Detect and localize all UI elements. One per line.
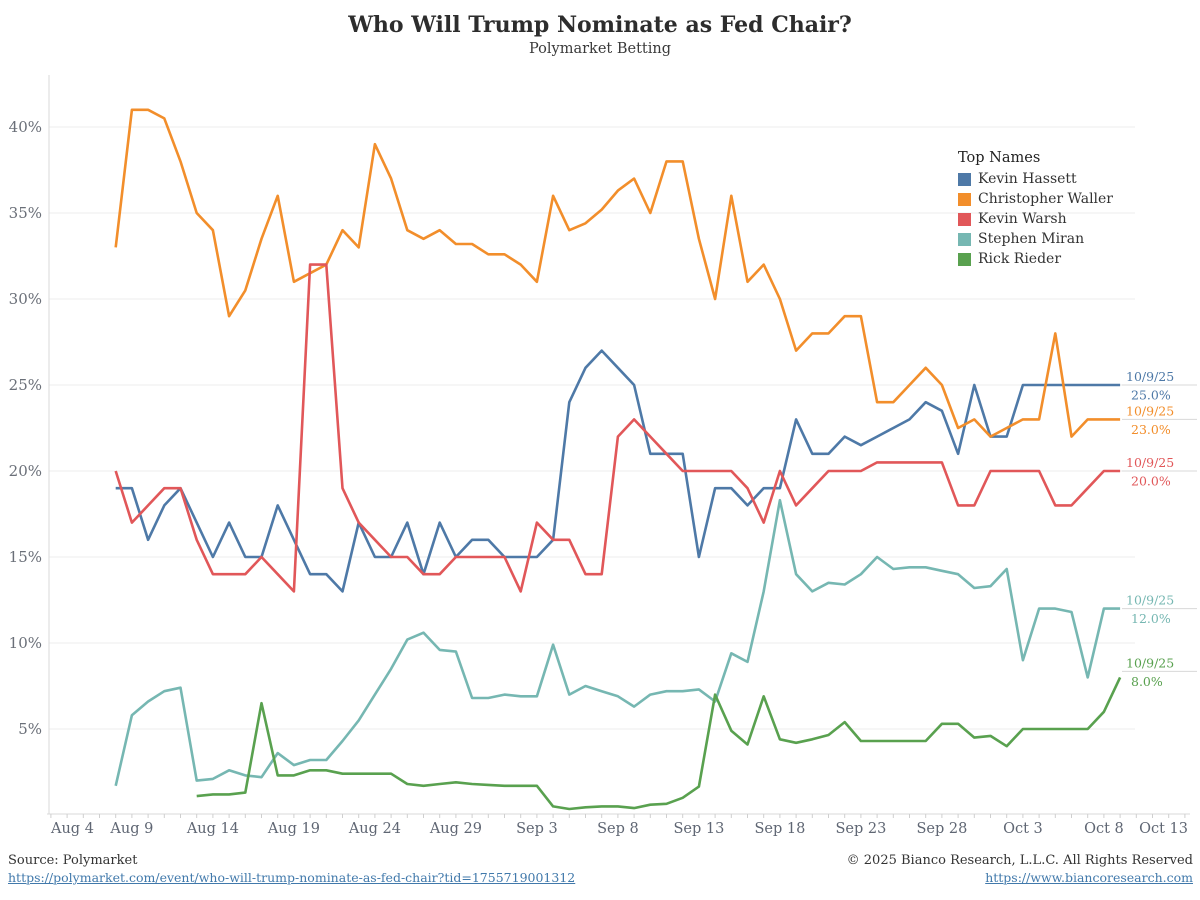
x-tick-label: Sep 23 [835,821,886,837]
annotation-value-kevin-warsh: 20.0% [1131,474,1171,489]
x-tick-label: Aug 19 [267,821,320,837]
x-tick-label: Oct 8 [1084,821,1124,837]
y-tick-label: 10% [9,634,42,652]
legend-label: Rick Rieder [978,251,1062,267]
x-tick-label: Sep 13 [673,821,724,837]
y-tick-label: 5% [18,720,42,738]
x-tick-label: Aug 14 [186,821,239,837]
x-tick-label: Aug 24 [348,821,401,837]
y-tick-label: 30% [9,290,42,308]
bianco-link[interactable]: https://www.biancoresearch.com [985,870,1193,885]
legend-item-christopher-waller: Christopher Waller [958,189,1113,209]
annotation-value-kevin-hassett: 25.0% [1131,388,1171,403]
legend-label: Kevin Hassett [978,171,1077,187]
legend-swatch-teal [958,232,971,246]
legend-title: Top Names [958,150,1041,166]
y-tick-label: 35% [9,204,42,222]
series-line-kevin-warsh [114,263,1121,593]
annotation-date-christopher-waller: 10/9/25 [1126,403,1174,418]
y-tick-label: 15% [9,548,42,566]
y-tick-label: 40% [9,118,42,136]
legend-label: Kevin Warsh [978,211,1067,227]
footer-source: Source: Polymarket https://polymarket.co… [8,852,575,887]
annotation-date-kevin-warsh: 10/9/25 [1126,455,1174,470]
legend-label: Stephen Miran [978,231,1085,247]
x-tick-label: Sep 8 [597,821,639,837]
x-tick-label: Oct 13 [1139,821,1188,837]
y-tick-label: 20% [9,462,42,480]
annotation-value-christopher-waller: 23.0% [1131,422,1171,437]
legend-item-kevin-warsh: Kevin Warsh [958,209,1113,229]
annotation-date-kevin-hassett: 10/9/25 [1126,369,1174,384]
series-line-kevin-hassett [115,349,1121,593]
legend-item-stephen-miran: Stephen Miran [958,229,1113,249]
legend-label: Christopher Waller [978,191,1113,207]
x-tick-label: Aug 9 [109,821,153,837]
copyright-text: © 2025 Bianco Research, L.L.C. All Right… [846,853,1193,868]
chart-subtitle: Polymarket Betting [528,41,671,57]
annotation-value-rick-rieder: 8.0% [1131,674,1163,689]
chart-header: Who Will Trump Nominate as Fed Chair? Po… [0,12,1200,57]
chart-title: Who Will Trump Nominate as Fed Chair? [348,12,852,38]
x-tick-label: Sep 3 [516,821,558,837]
series-line-christopher-waller [114,108,1121,438]
legend: Top Names Kevin Hassett Christopher Wall… [958,150,1113,269]
x-tick-label: Aug 29 [429,821,482,837]
x-tick-label: Oct 3 [1003,821,1043,837]
series-line-rick-rieder [196,676,1122,811]
x-tick-label: Aug 4 [50,821,94,837]
series-line-stephen-miran [114,498,1121,787]
legend-swatch-green [958,252,971,266]
legend-item-rick-rieder: Rick Rieder [958,249,1113,269]
annotation-value-stephen-miran: 12.0% [1131,611,1171,626]
y-tick-label: 25% [9,376,42,394]
legend-item-kevin-hassett: Kevin Hassett [958,169,1113,189]
annotation-date-stephen-miran: 10/9/25 [1126,593,1174,608]
legend-swatch-blue [958,172,971,186]
footer-copyright: © 2025 Bianco Research, L.L.C. All Right… [847,852,1193,887]
source-label: Source: Polymarket [8,853,138,868]
x-tick-label: Sep 28 [916,821,967,837]
source-link[interactable]: https://polymarket.com/event/who-will-tr… [8,870,576,885]
legend-swatch-red [958,212,971,226]
x-tick-label: Sep 18 [754,821,805,837]
annotation-date-rick-rieder: 10/9/25 [1126,655,1174,670]
legend-swatch-orange [958,192,971,206]
